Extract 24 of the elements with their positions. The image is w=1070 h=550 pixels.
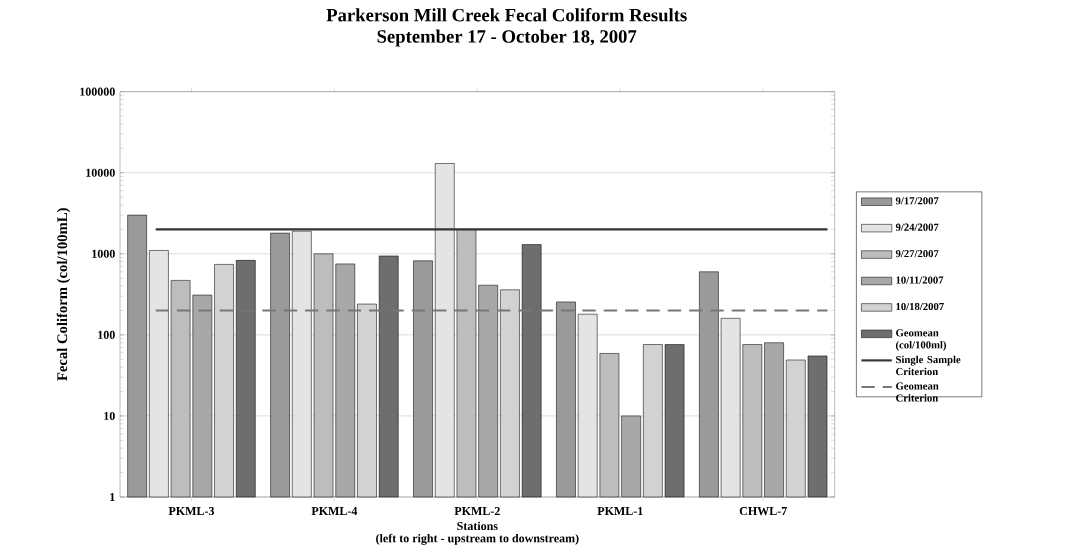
- chart-subtitle: September 17 - October 18, 2007: [377, 29, 637, 47]
- legend-label: Geomean Criterion: [896, 382, 939, 402]
- legend-label: Single Sample Criterion: [896, 355, 961, 376]
- y-axis-title: Fecal Coliform (col/100mL): [56, 208, 71, 381]
- x-axis-title: Stations: [457, 521, 498, 531]
- legend-label: 9/27/2007: [895, 250, 939, 258]
- legend-label: 9/17/2007: [895, 197, 939, 205]
- y-tick-label: 100: [98, 330, 115, 339]
- x-tick-label: PKML-3: [168, 507, 215, 516]
- legend-label: Geomean (col/100ml): [895, 329, 946, 351]
- legend-label: 9/24/2007: [895, 223, 939, 231]
- y-tick-label: 100000: [80, 87, 115, 96]
- y-tick-label: 10: [104, 411, 115, 420]
- legend-label: 10/11/2007: [896, 276, 944, 284]
- chart-title: Parkerson Mill Creek Fecal Coliform Results: [326, 8, 687, 22]
- y-tick-label: 1: [110, 493, 115, 501]
- x-tick-label: CHWL-7: [739, 507, 787, 516]
- x-tick-label: PKML-2: [454, 507, 500, 515]
- text: (left to right - upstream to downstream): [376, 533, 579, 545]
- legend-label: 10/18/2007: [896, 302, 944, 311]
- x-tick-label: PKML-4: [311, 507, 358, 515]
- y-tick-label: 1000: [92, 249, 115, 258]
- x-tick-label: PKML-1: [597, 507, 643, 515]
- y-tick-label: 10000: [86, 168, 115, 177]
